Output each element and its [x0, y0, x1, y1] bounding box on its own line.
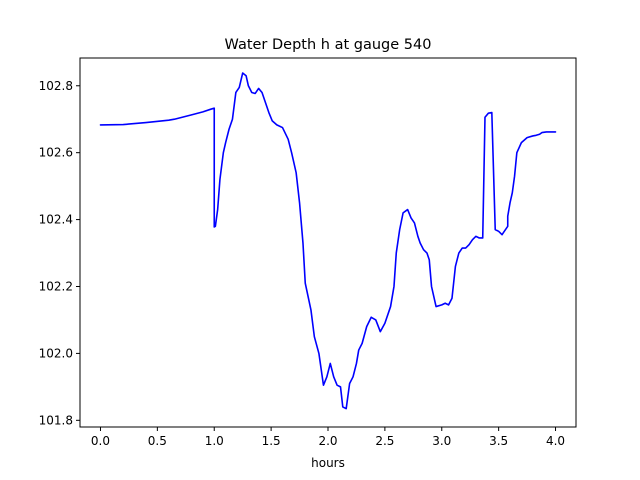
series-line-0 [99, 72, 557, 410]
y-tick-label: 101.8 [39, 413, 73, 427]
chart-title: Water Depth h at gauge 540 [225, 37, 432, 53]
plot-frame [79, 57, 577, 428]
x-tick-label: 3.5 [489, 434, 508, 448]
y-axis: 101.8 102.0 102.2 102.4 102.6 102.8 [39, 79, 80, 427]
y-tick-label: 102.4 [39, 213, 73, 227]
x-tick-label: 1.0 [205, 434, 224, 448]
x-tick-label: 2.0 [318, 434, 337, 448]
y-tick-label: 102.0 [39, 346, 73, 360]
x-axis: 0.0 0.5 1.0 1.5 2.0 2.5 3.0 3.5 4.0 [91, 427, 565, 448]
x-tick-label: 4.0 [546, 434, 565, 448]
series-layer [99, 72, 557, 410]
x-tick-label: 0.5 [148, 434, 167, 448]
x-tick-label: 2.5 [375, 434, 394, 448]
y-tick-label: 102.6 [39, 146, 73, 160]
y-tick-label: 102.2 [39, 279, 73, 293]
plot-area [79, 57, 577, 428]
x-tick-label: 3.0 [432, 434, 451, 448]
x-tick-label: 0.0 [91, 434, 110, 448]
x-tick-label: 1.5 [262, 434, 281, 448]
y-tick-label: 102.8 [39, 79, 73, 93]
x-axis-label: hours [311, 456, 345, 470]
